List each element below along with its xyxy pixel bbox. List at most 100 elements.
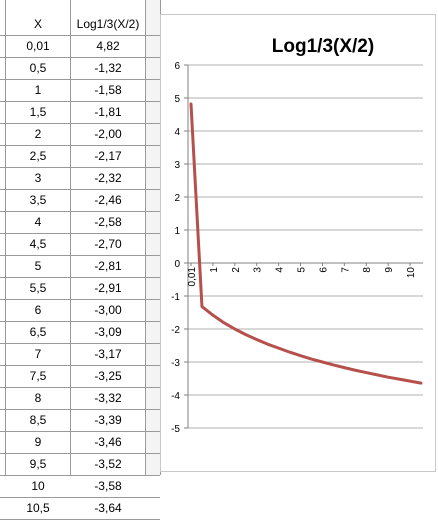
x-tick-label: 10 [406, 267, 417, 279]
data-point [321, 361, 324, 364]
cell-log-value[interactable]: -2,32 [94, 171, 122, 185]
cell-log-value[interactable]: 4,82 [96, 39, 120, 53]
cell-log-value[interactable]: -2,17 [94, 149, 122, 163]
row-border [0, 431, 160, 432]
column-border [145, 0, 146, 475]
data-point [277, 347, 280, 350]
data-point [420, 382, 423, 385]
cell-x[interactable]: 9,5 [29, 457, 47, 471]
row-border [0, 189, 160, 190]
row-border [0, 255, 160, 256]
cell-x[interactable]: 7,5 [29, 369, 47, 383]
cell-log-value[interactable]: -2,70 [94, 237, 122, 251]
cell-log-value[interactable]: -2,91 [94, 281, 122, 295]
cell-x[interactable]: 3 [34, 171, 42, 185]
row-border [0, 35, 160, 36]
cell-x[interactable]: 10 [31, 479, 45, 493]
cell-x[interactable]: 3,5 [29, 193, 47, 207]
row-border [0, 299, 160, 300]
data-point [200, 305, 203, 308]
row-border [0, 57, 160, 58]
cell-x[interactable]: 7 [34, 347, 42, 361]
x-tick-label: 3 [253, 267, 264, 273]
data-point [387, 376, 390, 379]
cell-log-value[interactable]: -2,81 [94, 259, 122, 273]
x-tick-label: 7 [340, 267, 351, 273]
y-tick-label: -3 [171, 358, 180, 369]
y-tick-label: -1 [171, 292, 180, 303]
y-tick-label: 1 [174, 226, 180, 237]
cell-log-value[interactable]: -1,81 [94, 105, 122, 119]
cell-x[interactable]: 5 [34, 259, 42, 273]
x-tick-label: 9 [384, 267, 395, 273]
cell-log-value[interactable]: -2,46 [94, 193, 122, 207]
column-header-x[interactable]: X [33, 17, 42, 31]
data-point [190, 102, 193, 105]
row-border [0, 79, 160, 80]
data-point [409, 380, 412, 383]
cell-log-value[interactable]: -3,58 [94, 479, 122, 493]
cell-x[interactable]: 1,5 [29, 105, 47, 119]
cell-x[interactable]: 0,5 [29, 61, 47, 75]
data-point [255, 338, 258, 341]
x-tick-label: 6 [318, 267, 329, 273]
y-tick-label: -5 [171, 424, 180, 435]
row-border [0, 145, 160, 146]
cell-log-value[interactable]: -3,52 [94, 457, 122, 471]
data-point [354, 369, 357, 372]
data-point [222, 321, 225, 324]
cell-x[interactable]: 1 [34, 83, 42, 97]
cell-x[interactable]: 10,5 [26, 501, 50, 515]
y-tick-label: 6 [174, 61, 180, 72]
x-tick-label: 0,01 [187, 267, 198, 287]
cell-x[interactable]: 0,01 [26, 39, 50, 53]
cell-x[interactable]: 6 [34, 303, 42, 317]
cell-x[interactable]: 4,5 [29, 237, 47, 251]
row-border [0, 123, 160, 124]
cell-x[interactable]: 9 [34, 435, 42, 449]
row-border [0, 167, 160, 168]
cell-log-value[interactable]: -2,58 [94, 215, 122, 229]
data-point [211, 314, 214, 317]
cell-log-value[interactable]: -1,58 [94, 83, 122, 97]
cell-log-value[interactable]: -3,17 [94, 347, 122, 361]
data-point [233, 328, 236, 331]
column-header-log[interactable]: Log1/3(X/2) [76, 17, 140, 31]
row-border [0, 387, 160, 388]
data-point [398, 378, 401, 381]
cell-x[interactable]: 5,5 [29, 281, 47, 295]
row-border [0, 321, 160, 322]
x-tick-label: 5 [297, 267, 308, 273]
cell-x[interactable]: 2,5 [29, 149, 47, 163]
cell-log-value[interactable]: -3,09 [94, 325, 122, 339]
cell-x[interactable]: 8,5 [29, 413, 47, 427]
y-tick-label: 5 [174, 94, 180, 105]
x-tick-label: 1 [209, 267, 220, 273]
data-point [310, 358, 313, 361]
cell-log-value[interactable]: -1,32 [94, 61, 122, 75]
cell-log-value[interactable]: -3,39 [94, 413, 122, 427]
data-point [266, 343, 269, 346]
cell-log-value[interactable]: -3,25 [94, 369, 122, 383]
cell-log-value[interactable]: -3,32 [94, 391, 122, 405]
cell-x[interactable]: 8 [34, 391, 42, 405]
chart[interactable]: Log1/3(X/2) 6 5 4 3 2 1 0 -1 -2 -3 -4 -5 0,01 1 2 3 4 5 6 7 8… [160, 14, 436, 472]
cell-log-value[interactable]: -3,46 [94, 435, 122, 449]
row-border [0, 101, 160, 102]
column-gap [146, 0, 160, 475]
cell-x[interactable]: 4 [34, 215, 42, 229]
data-point [365, 371, 368, 374]
data-point [332, 363, 335, 366]
row-border [0, 365, 160, 366]
cell-log-value[interactable]: -2,00 [94, 127, 122, 141]
cell-x[interactable]: 2 [34, 127, 42, 141]
spreadsheet: X Log1/3(X/2) 0,01 4,82 0,5 -1,32 1 -1,58 1,5 -1,… [0, 0, 161, 520]
cell-x[interactable]: 6,5 [29, 325, 47, 339]
cell-log-value[interactable]: -3,00 [94, 303, 122, 317]
row-border [0, 409, 160, 410]
series-line [189, 102, 423, 385]
cell-log-value[interactable]: -3,64 [94, 501, 122, 515]
row-border [0, 277, 160, 278]
data-point [288, 351, 291, 354]
y-tick-label: 4 [174, 127, 180, 138]
